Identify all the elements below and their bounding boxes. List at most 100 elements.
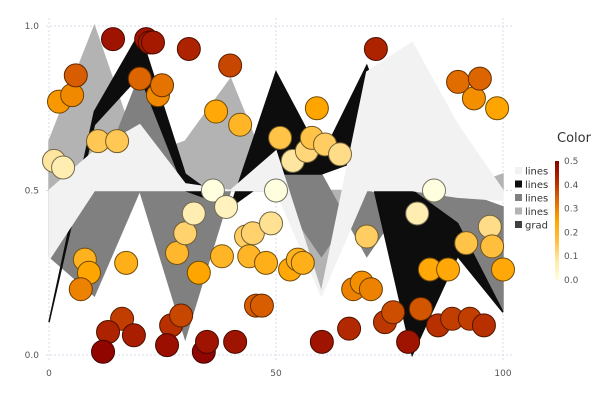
colorbar-segment	[555, 217, 559, 221]
scatter-point	[436, 257, 461, 282]
colorbar-segment	[555, 214, 559, 218]
legend-label: lines	[525, 194, 548, 205]
scatter-point	[63, 63, 88, 88]
colorbar-segment	[555, 265, 559, 269]
scatter-point	[290, 250, 315, 275]
scatter-point	[249, 293, 274, 318]
series-band	[48, 30, 504, 358]
colorbar-segment	[555, 235, 559, 239]
axes: 0 50 100 0.0 0.5 1.0	[25, 22, 512, 379]
colorbar-segment	[555, 181, 559, 186]
scatter-point	[454, 231, 479, 256]
colorbar-segment	[555, 250, 559, 254]
colorbar-title: Color	[557, 131, 592, 146]
y-tick-label: 1.0	[25, 22, 40, 32]
colorbar-segment	[555, 262, 559, 266]
scatter-point	[421, 178, 446, 203]
scatter-point	[204, 99, 229, 124]
colorbar-segment	[555, 226, 559, 230]
colorbar-segment	[555, 175, 559, 180]
legend-label: grad	[525, 221, 548, 232]
colorbar-segment	[555, 202, 559, 206]
colorbar-segment	[555, 223, 559, 227]
colorbar-segment	[555, 184, 559, 189]
scatter-point	[228, 112, 253, 137]
scatter-point	[60, 83, 85, 108]
scatter-point	[105, 129, 130, 154]
scatter-point	[155, 333, 180, 358]
colorbar-segment	[555, 193, 559, 197]
colorbar-segment	[555, 190, 559, 195]
x-tick-label: 50	[270, 369, 282, 379]
colorbar-segment	[555, 247, 559, 251]
legend-swatch	[515, 207, 522, 215]
scatter-point	[491, 257, 515, 282]
scatter-point	[114, 250, 139, 275]
y-tick-label: 0.5	[25, 187, 39, 197]
legend: lines lines lines lines grad	[515, 167, 548, 232]
scatter-point	[218, 53, 243, 78]
colorbar-segment	[555, 220, 559, 224]
colorbar-tick-label: 0.4	[564, 181, 579, 191]
colorbar-segment	[555, 187, 559, 192]
colorbar-segment	[555, 232, 559, 236]
colorbar-segment	[555, 161, 559, 165]
colorbar-segment	[555, 205, 559, 209]
colorbar-tick-label: 0.3	[564, 205, 578, 215]
colorbar-segment	[555, 211, 559, 215]
colorbar-segment	[555, 172, 559, 177]
colorbar-segment	[555, 163, 559, 168]
scatter-point	[140, 30, 165, 55]
scatter-point	[176, 37, 201, 62]
scatter-point	[408, 296, 433, 321]
legend-label: lines	[525, 167, 548, 178]
colorbar-segment	[555, 253, 559, 257]
legend-swatch	[515, 167, 522, 174]
legend-swatch	[515, 180, 522, 188]
scatter-point	[214, 194, 239, 219]
colorbar-segment	[555, 169, 559, 174]
scatter-point	[358, 277, 383, 302]
colorbar-segment	[555, 196, 559, 200]
colorbar-tick-label: 0.0	[564, 276, 579, 286]
scatter-point	[354, 224, 379, 249]
colorbar-segment	[555, 178, 559, 183]
scatter-point	[186, 260, 211, 285]
scatter-point	[381, 300, 406, 325]
scatter-point	[337, 316, 362, 341]
scatter-point	[181, 201, 206, 226]
scatter-point	[396, 329, 421, 354]
scatter-point	[304, 96, 329, 121]
legend-label: lines	[525, 180, 548, 191]
scatter-point	[467, 66, 492, 91]
colorbar: Color 0.0 0.1 0.2 0.3 0.4 0.5	[555, 131, 592, 286]
colorbar-segment	[555, 259, 559, 263]
scatter-point	[223, 329, 248, 354]
scatter-point	[91, 339, 116, 364]
y-tick-label: 0.0	[25, 351, 40, 361]
scatter-point	[96, 319, 121, 344]
colorbar-tick-label: 0.5	[564, 157, 578, 167]
colorbar-segment	[555, 268, 559, 272]
colorbar-segment	[555, 256, 559, 260]
colorbar-tick-label: 0.1	[564, 252, 578, 262]
colorbar-tick-label: 0.2	[564, 228, 578, 238]
scatter-point	[328, 142, 353, 167]
scatter-point	[259, 211, 284, 236]
scatter-point	[254, 250, 279, 275]
scatter-point	[268, 125, 293, 150]
colorbar-segment	[555, 241, 559, 245]
scatter-point	[127, 66, 152, 91]
scatter-point	[264, 178, 288, 203]
colorbar-segment	[555, 274, 559, 278]
scatter-point	[471, 313, 496, 338]
scatter-point	[68, 277, 93, 302]
scatter-point	[309, 329, 334, 354]
scatter-point	[169, 303, 194, 328]
scatter-points	[41, 27, 515, 364]
scatter-point	[121, 323, 146, 348]
legend-swatch	[515, 221, 522, 228]
scatter-point	[363, 37, 388, 62]
x-tick-label: 100	[494, 369, 511, 379]
